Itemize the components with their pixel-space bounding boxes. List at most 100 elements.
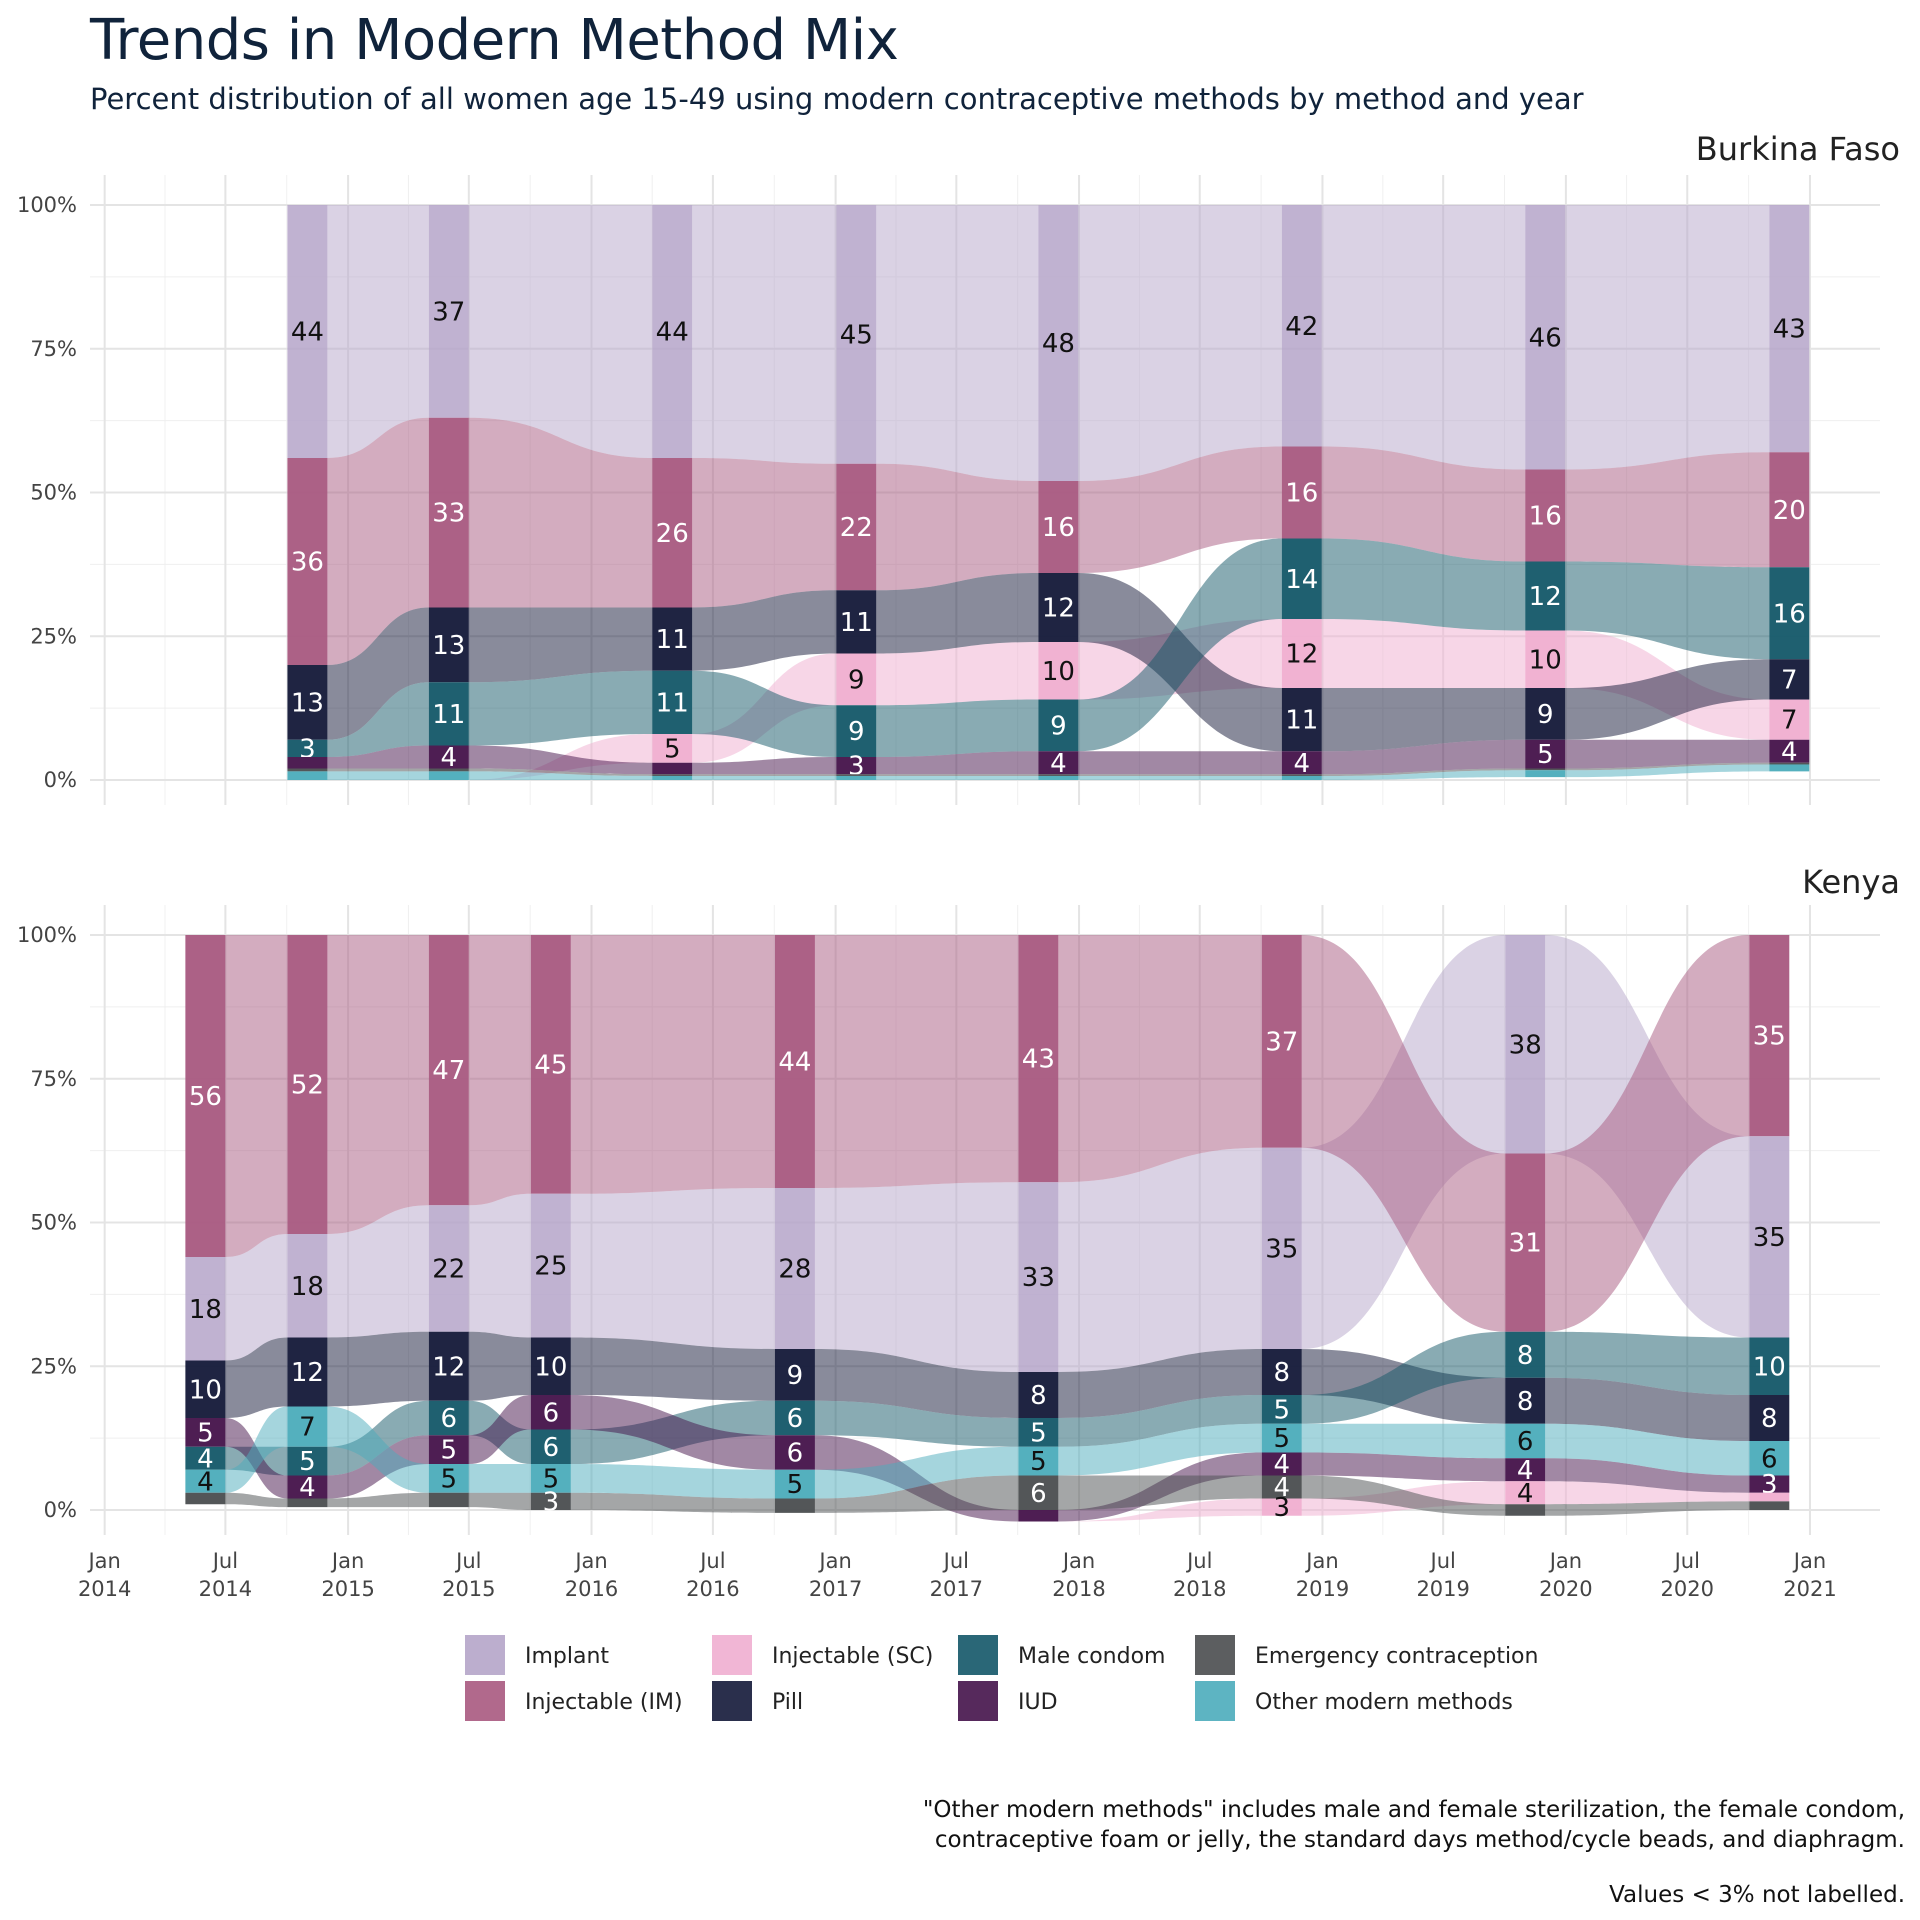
bar-label-pill: 11 — [840, 608, 873, 638]
flow-implant — [570, 1188, 775, 1349]
x-tick-label: Jul — [454, 1549, 481, 1573]
chart-note: Values < 3% not labelled. — [1609, 1882, 1905, 1908]
bar-label-iud: 4 — [1517, 1456, 1534, 1486]
panel-burkina-faso: 0%25%50%75%100%Burkina Faso4436133373313… — [17, 130, 1900, 805]
bar-injectable-im — [652, 458, 693, 608]
chart-title: Trends in Modern Method Mix — [90, 8, 899, 73]
x-tick-label: Jul — [1185, 1549, 1212, 1573]
flow-injectable-sc — [1545, 1481, 1750, 1505]
bar-iud — [428, 1435, 469, 1464]
y-tick-label: 25% — [30, 1354, 77, 1378]
bar-label-implant: 44 — [656, 318, 689, 348]
x-tick-label: Jan — [1792, 1549, 1826, 1573]
bar-label-iud: 6 — [787, 1439, 804, 1469]
bar-label-implant: 42 — [1285, 312, 1318, 342]
bar-label-iud: 5 — [197, 1418, 214, 1448]
bar-implant — [1281, 205, 1322, 447]
bar-other-modern-methods — [1261, 1423, 1302, 1453]
bar-label-iud: 3 — [1761, 1470, 1778, 1500]
bar-label-pill: 12 — [1042, 594, 1075, 624]
bar-label-injectable-im: 45 — [534, 1050, 567, 1080]
flow-iud — [570, 1395, 775, 1470]
flow-emergency-contraception — [468, 1492, 531, 1510]
bar-iud — [185, 1418, 226, 1447]
bar-injectable-sc — [1281, 619, 1322, 688]
x-tick-label: 2020 — [1661, 1577, 1714, 1601]
x-tick-label: 2014 — [199, 1577, 252, 1601]
legend-label-injectable-im: Injectable (IM) — [525, 1690, 683, 1715]
bar-other-modern-methods — [287, 1406, 328, 1447]
bar-label-implant: 35 — [1753, 1223, 1786, 1253]
bar-label-injectable-im: 36 — [291, 548, 324, 578]
bar-label-iud: 5 — [441, 1436, 458, 1466]
bar-label-other-modern-methods: 5 — [543, 1464, 560, 1494]
flow-pill — [327, 607, 429, 740]
x-tick-label: Jul — [1673, 1549, 1700, 1573]
x-tick-label: 2015 — [321, 1577, 374, 1601]
bar-emergency-contraception — [836, 774, 877, 776]
flow-pill — [1545, 1377, 1750, 1441]
bar-label-pill: 12 — [432, 1352, 465, 1382]
bar-label-other-modern-methods: 5 — [441, 1464, 458, 1494]
flow-emergency-contraception — [814, 1475, 1019, 1513]
x-tick-label: 2019 — [1416, 1577, 1469, 1601]
bar-label-injectable-sc: 10 — [1529, 645, 1562, 675]
flow-male-condom — [1321, 538, 1526, 631]
flow-injectable-im — [327, 935, 429, 1234]
flow-injectable-im — [570, 935, 775, 1194]
flow-iud — [692, 757, 837, 775]
bar-label-male-condom: 12 — [1529, 582, 1562, 612]
flow-other-modern-methods — [814, 1446, 1019, 1499]
flow-other-modern-methods — [327, 1406, 429, 1493]
bar-implant — [1038, 205, 1079, 481]
flow-male-condom — [876, 699, 1039, 757]
flow-implant — [468, 205, 653, 458]
x-tick-label: Jan — [1548, 1549, 1582, 1573]
bar-injectable-im — [774, 935, 815, 1188]
bar-pill — [287, 1337, 328, 1407]
bar-emergency-contraception — [287, 1498, 328, 1508]
bar-male-condom — [185, 1446, 226, 1470]
flow-injectable-im — [1078, 446, 1282, 573]
bar-injectable-im — [530, 935, 571, 1194]
flow-pill — [692, 590, 837, 671]
flow-emergency-contraception — [876, 774, 1039, 776]
legend-key-emergency-contraception — [1195, 1635, 1235, 1675]
flow-pill — [814, 1349, 1019, 1418]
flow-injectable-im — [692, 458, 837, 608]
bar-label-pill: 8 — [1761, 1404, 1778, 1434]
bar-emergency-contraception — [185, 1492, 226, 1505]
legend-label-iud: IUD — [1018, 1690, 1058, 1715]
bar-label-implant: 18 — [189, 1295, 222, 1325]
bar-injectable-im — [287, 935, 328, 1234]
bar-injectable-sc — [1261, 1498, 1302, 1516]
bar-implant — [1505, 935, 1546, 1154]
bar-implant — [1749, 1136, 1790, 1338]
bar-iud — [1525, 739, 1566, 769]
bar-pill — [530, 1337, 571, 1395]
flow-emergency-contraception — [1058, 1475, 1262, 1510]
bar-emergency-contraception — [530, 1492, 571, 1510]
facet-label-kenya: Kenya — [1802, 863, 1900, 901]
bar-implant — [1018, 1182, 1059, 1372]
legend-key-injectable-sc — [712, 1635, 752, 1675]
bar-label-injectable-sc: 4 — [1517, 1479, 1534, 1509]
legend: Implant Injectable (IM) Injectable (SC) Pil… — [465, 1635, 1538, 1721]
bar-label-injectable-im: 37 — [1265, 1027, 1298, 1057]
bar-injectable-im — [1038, 481, 1079, 573]
flow-iud — [1565, 739, 1770, 769]
bar-other-modern-methods — [428, 1464, 469, 1493]
bar-label-implant: 48 — [1042, 329, 1075, 359]
bar-iud — [1261, 1452, 1302, 1476]
flow-male-condom — [468, 670, 653, 746]
bar-injectable-sc — [1525, 630, 1566, 688]
bar-injectable-sc — [1749, 1492, 1790, 1502]
bars: 4436133373313114442611115452211993481612… — [287, 205, 1810, 782]
bar-iud — [1505, 1458, 1546, 1482]
flow-implant — [468, 1193, 531, 1338]
legend-label-implant: Implant — [525, 1644, 609, 1669]
legend-key-implant — [465, 1635, 505, 1675]
bar-iud — [652, 762, 693, 775]
bar-label-iud: 4 — [1274, 1450, 1291, 1480]
bar-label-pill: 10 — [534, 1352, 567, 1382]
